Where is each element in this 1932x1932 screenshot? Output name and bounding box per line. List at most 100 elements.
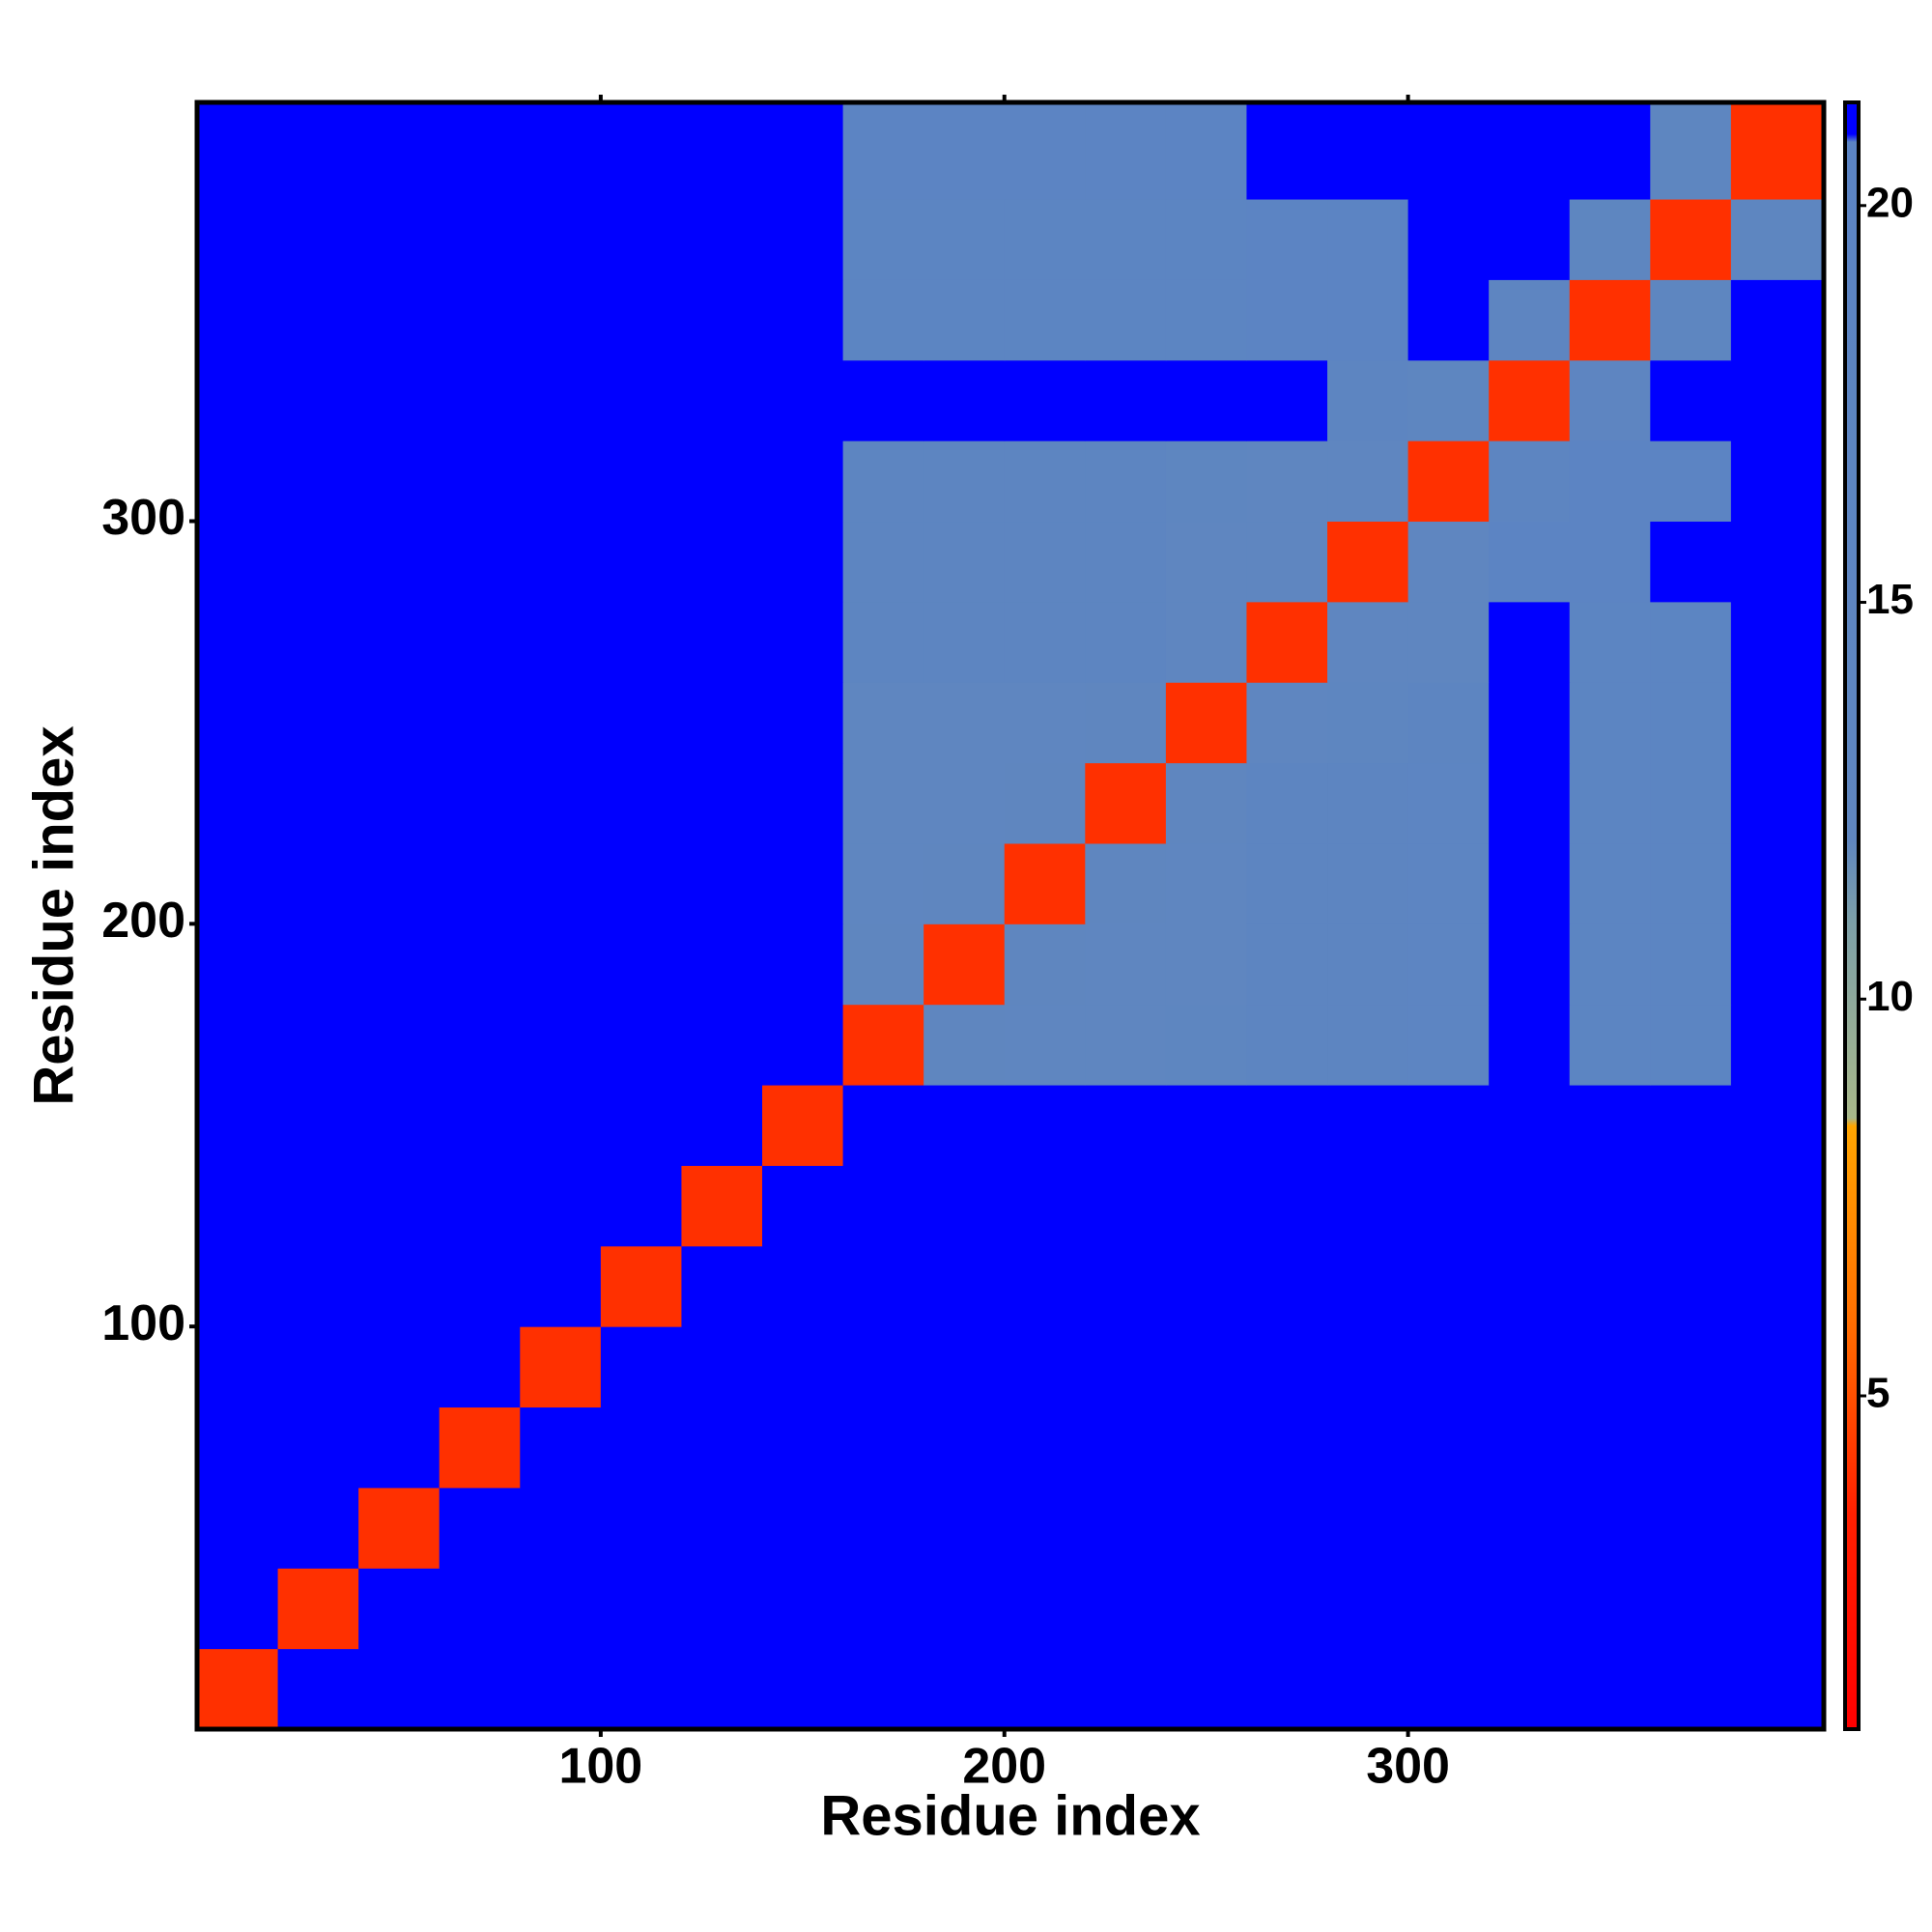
heatmap-cell bbox=[1085, 762, 1167, 844]
heatmap-cell bbox=[1327, 1487, 1409, 1569]
heatmap-cell bbox=[923, 1165, 1006, 1247]
heatmap-cell bbox=[1165, 762, 1247, 844]
heatmap-cell bbox=[197, 1487, 279, 1569]
heatmap-cell bbox=[1165, 1487, 1247, 1569]
heatmap-cell bbox=[681, 1406, 763, 1489]
heatmap-cell bbox=[1730, 359, 1825, 441]
heatmap-cell bbox=[1650, 1326, 1732, 1408]
heatmap-cell bbox=[277, 682, 359, 764]
heatmap-cell bbox=[681, 521, 763, 603]
heatmap-cell bbox=[923, 1406, 1006, 1489]
heatmap-cell bbox=[1489, 521, 1571, 603]
heatmap-cell bbox=[842, 1487, 924, 1569]
heatmap-cell bbox=[520, 923, 602, 1006]
heatmap-cell bbox=[1650, 1165, 1732, 1247]
heatmap-cell bbox=[1407, 440, 1490, 523]
heatmap-cell bbox=[1730, 199, 1825, 280]
heatmap-cell bbox=[1246, 923, 1328, 1006]
heatmap-cell bbox=[1004, 199, 1086, 280]
heatmap-cell bbox=[1246, 1406, 1328, 1489]
heatmap-cell bbox=[923, 279, 1006, 361]
heatmap-cell bbox=[1327, 521, 1409, 603]
heatmap-cell bbox=[1327, 279, 1409, 361]
heatmap-cell bbox=[1407, 1648, 1490, 1730]
heatmap-cell bbox=[1650, 1487, 1732, 1569]
heatmap-cell bbox=[1650, 440, 1732, 523]
heatmap-cell bbox=[923, 102, 1006, 200]
heatmap-cell bbox=[681, 440, 763, 523]
heatmap-cell bbox=[1407, 601, 1490, 683]
heatmap-cell bbox=[520, 1004, 602, 1086]
heatmap-cell bbox=[1085, 1487, 1167, 1569]
heatmap-cell bbox=[1650, 279, 1732, 361]
heatmap-cell bbox=[1165, 1245, 1247, 1327]
heatmap-cell bbox=[277, 440, 359, 523]
heatmap-cell bbox=[762, 762, 844, 844]
heatmap-cell bbox=[1730, 1245, 1825, 1327]
heatmap-cell bbox=[1650, 1085, 1732, 1166]
heatmap-cell bbox=[681, 359, 763, 441]
heatmap-cell bbox=[1165, 1648, 1247, 1730]
heatmap-cell bbox=[762, 1085, 844, 1166]
heatmap-cell bbox=[1165, 199, 1247, 280]
heatmap-cell bbox=[520, 1648, 602, 1730]
heatmap-cell bbox=[1730, 1326, 1825, 1408]
heatmap-cell bbox=[600, 440, 682, 523]
heatmap-cell bbox=[1246, 440, 1328, 523]
heatmap-cell bbox=[1246, 1004, 1328, 1086]
heatmap-cell bbox=[1246, 1487, 1328, 1569]
heatmap-cell bbox=[600, 1648, 682, 1730]
heatmap-cell bbox=[600, 1165, 682, 1247]
heatmap-cell bbox=[439, 359, 521, 441]
heatmap-cell bbox=[923, 601, 1006, 683]
heatmap-cell bbox=[762, 1165, 844, 1247]
heatmap-cell bbox=[1165, 1568, 1247, 1650]
heatmap-cell bbox=[1569, 762, 1651, 844]
heatmap-cell bbox=[923, 923, 1006, 1006]
heatmap-cell bbox=[520, 682, 602, 764]
heatmap-cell bbox=[681, 682, 763, 764]
heatmap-cell bbox=[520, 359, 602, 441]
heatmap-cell bbox=[1246, 1245, 1328, 1327]
heatmap-cell bbox=[197, 359, 279, 441]
heatmap-cell bbox=[1489, 923, 1571, 1006]
heatmap-cell bbox=[1246, 199, 1328, 280]
heatmap-cell bbox=[842, 521, 924, 603]
heatmap-cell bbox=[1165, 1165, 1247, 1247]
heatmap-cell bbox=[197, 1004, 279, 1086]
heatmap-cell bbox=[1489, 1406, 1571, 1489]
heatmap-cell bbox=[197, 682, 279, 764]
heatmap-cell bbox=[358, 440, 440, 523]
heatmap-cell bbox=[358, 762, 440, 844]
heatmap-cell bbox=[1004, 102, 1086, 200]
heatmap-cell bbox=[277, 1326, 359, 1408]
heatmap-cell bbox=[197, 1568, 279, 1650]
heatmap-cell bbox=[923, 1648, 1006, 1730]
heatmap-cell bbox=[1004, 1326, 1086, 1408]
heatmap-cell bbox=[1650, 521, 1732, 603]
heatmap-cell bbox=[1730, 682, 1825, 764]
heatmap-cell bbox=[358, 1326, 440, 1408]
heatmap-cell bbox=[1730, 279, 1825, 361]
heatmap-cell bbox=[1085, 1245, 1167, 1327]
heatmap-cell bbox=[600, 199, 682, 280]
heatmap-cell bbox=[1569, 1245, 1651, 1327]
heatmap-cell bbox=[197, 842, 279, 924]
heatmap-cell bbox=[681, 1487, 763, 1569]
heatmap-cell bbox=[197, 1648, 279, 1730]
heatmap-cell bbox=[1327, 1648, 1409, 1730]
heatmap-cell bbox=[600, 842, 682, 924]
heatmap-cell bbox=[842, 199, 924, 280]
heatmap-cell bbox=[1569, 1326, 1651, 1408]
heatmap-cell bbox=[197, 1245, 279, 1327]
heatmap-cell bbox=[277, 1004, 359, 1086]
heatmap-cell bbox=[1650, 359, 1732, 441]
heatmap-cell bbox=[1569, 1406, 1651, 1489]
heatmap-cell bbox=[197, 1085, 279, 1166]
heatmap-cell bbox=[1569, 923, 1651, 1006]
heatmap-cell bbox=[1489, 199, 1571, 280]
heatmap-cell bbox=[1165, 601, 1247, 683]
heatmap-cell bbox=[681, 1568, 763, 1650]
heatmap-cell bbox=[1650, 1406, 1732, 1489]
heatmap-cell bbox=[439, 521, 521, 603]
